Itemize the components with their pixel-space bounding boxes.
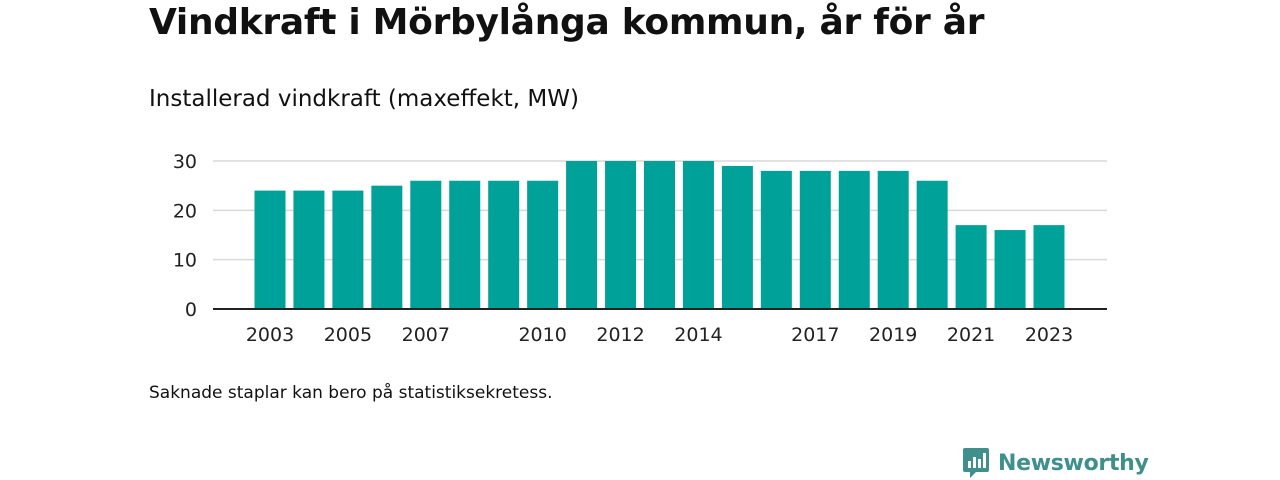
bar-2004: [293, 190, 325, 309]
footnote: Saknade staplar kan bero på statistiksek…: [149, 383, 553, 403]
bar-2014: [682, 161, 714, 309]
bar-2023: [1033, 225, 1065, 309]
bar-2007: [410, 180, 442, 309]
y-tick-label: 0: [185, 299, 197, 321]
bar-2012: [605, 161, 637, 309]
x-tick-label: 2003: [246, 324, 294, 346]
bar-2013: [644, 161, 675, 309]
bar-chart: 0 10 20 30 2003 2005 2007 2010 2012 2014 2017 2019 2…: [173, 151, 1107, 346]
bar-2008: [449, 180, 481, 309]
x-tick-label: 2021: [947, 324, 995, 346]
chart-title: Vindkraft i Mörbylånga kommun, år för år: [149, 2, 985, 43]
newsworthy-logo-icon: [963, 448, 989, 478]
bar-2006: [371, 185, 403, 309]
x-tick-label: 2012: [596, 324, 644, 346]
y-tick-label: 30: [173, 151, 197, 173]
bar-2018: [838, 170, 870, 309]
x-tick-label: 2005: [324, 324, 372, 346]
bar-2010: [527, 180, 559, 309]
brand-name: Newsworthy: [998, 450, 1149, 476]
x-tick-label: 2019: [869, 324, 917, 346]
brand-logo: Newsworthy: [962, 446, 1149, 480]
x-tick-label: 2014: [674, 324, 722, 346]
x-tick-label: 2007: [402, 324, 450, 346]
y-tick-label: 10: [173, 250, 197, 272]
bar-2022: [994, 230, 1026, 309]
x-tick-label: 2023: [1025, 324, 1073, 346]
bar-2019: [877, 170, 909, 309]
bar-2003: [254, 190, 286, 309]
bar-2005: [332, 190, 364, 309]
chart-subtitle: Installerad vindkraft (maxeffekt, MW): [149, 86, 579, 112]
x-tick-label: 2010: [518, 324, 566, 346]
bar-2015: [721, 165, 753, 309]
x-tick-label: 2017: [791, 324, 839, 346]
bar-2020: [916, 180, 948, 309]
bar-2017: [799, 170, 831, 309]
y-tick-label: 20: [173, 200, 197, 222]
bar-2009: [488, 180, 520, 309]
bar-2016: [760, 170, 792, 309]
bar-2011: [566, 161, 598, 309]
bar-2021: [955, 225, 987, 309]
